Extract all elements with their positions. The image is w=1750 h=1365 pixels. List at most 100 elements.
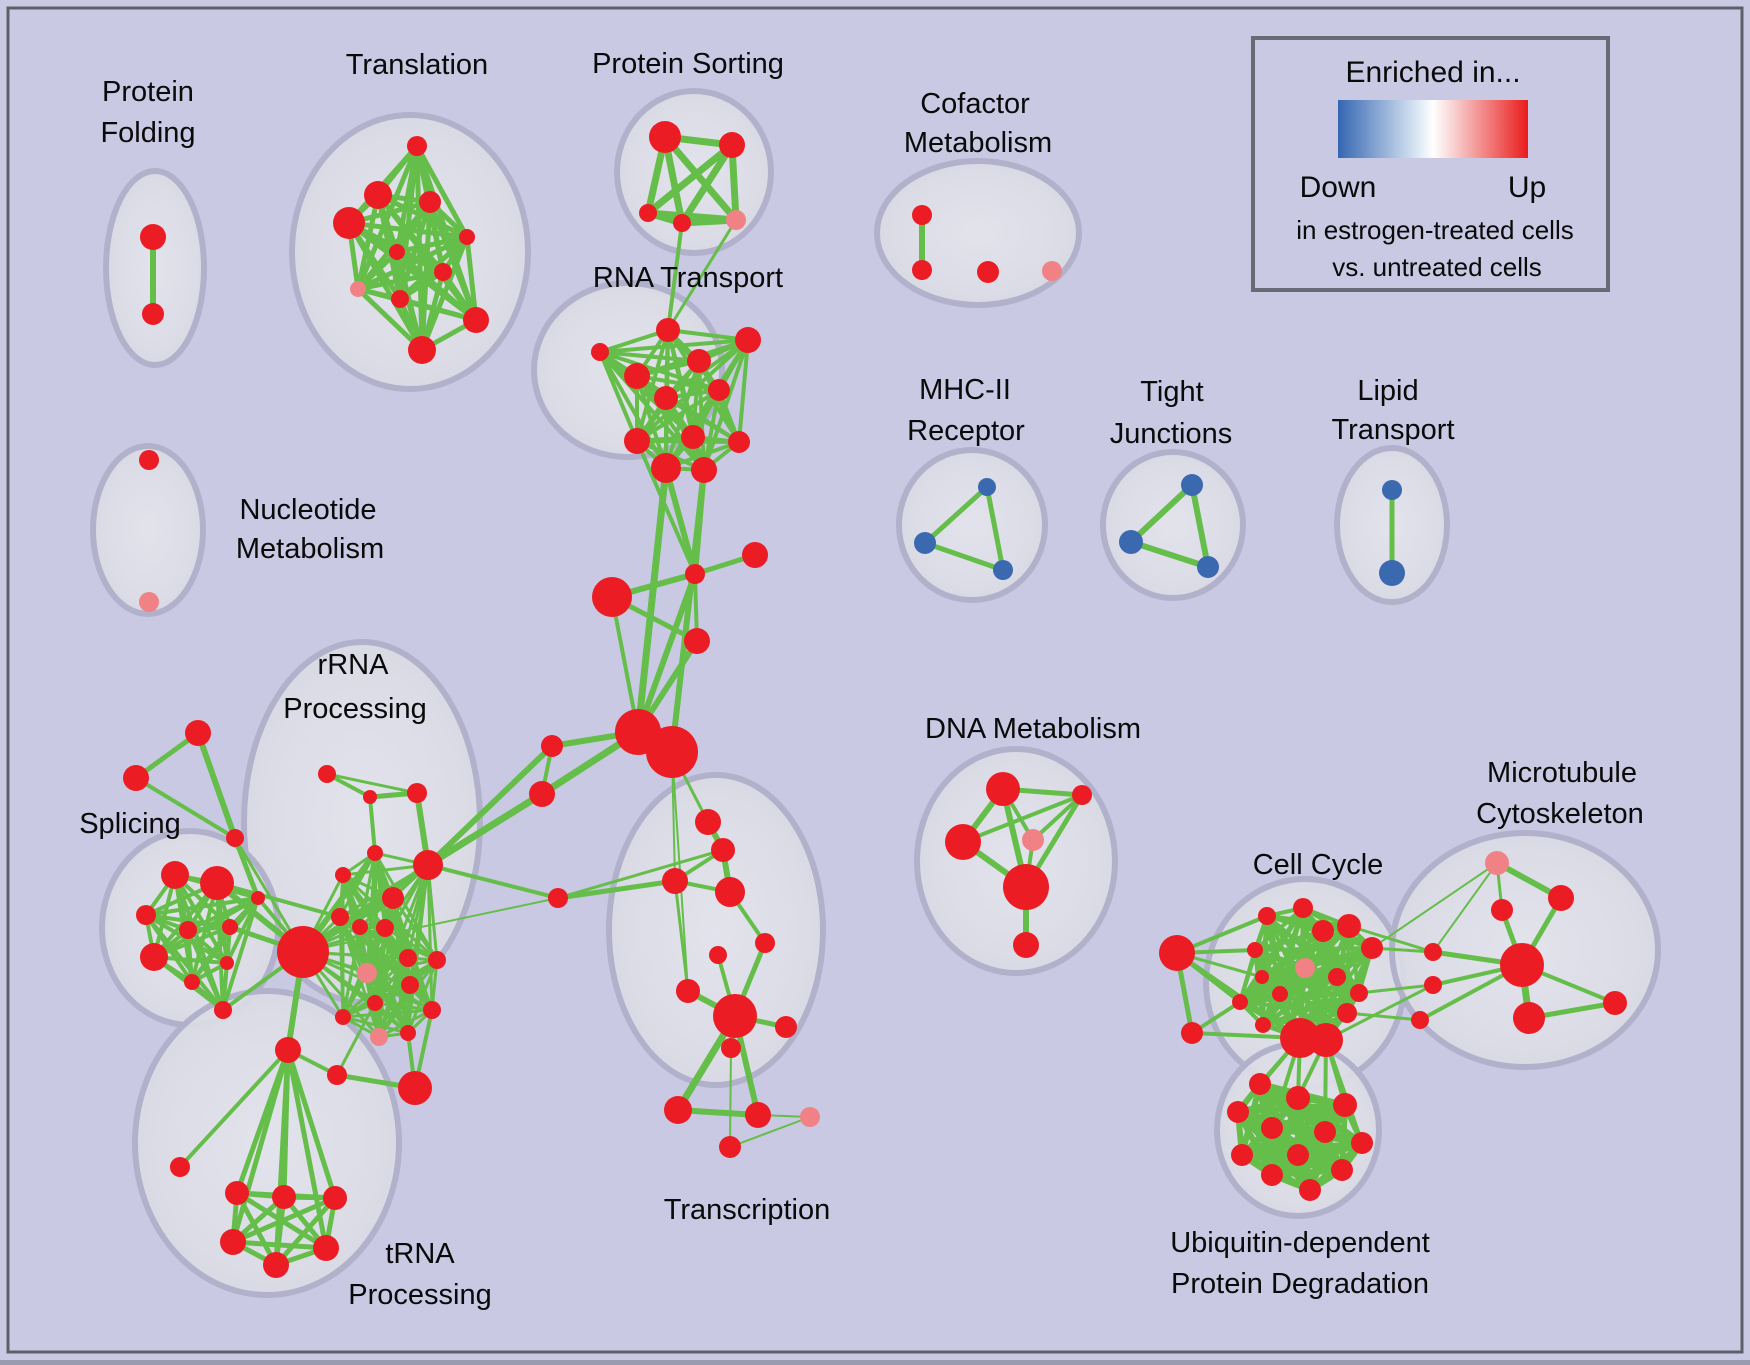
tight-junctions-gene-set-node <box>1197 556 1219 578</box>
translation-gene-set-node <box>391 290 409 308</box>
protein-folding-gene-set-node <box>142 303 164 325</box>
cell-cycle-gene-set-node <box>1255 970 1269 984</box>
legend-title: Enriched in... <box>1345 56 1520 89</box>
cofactor-metabolism-gene-set-node <box>1042 261 1062 281</box>
connector-gene-set-node <box>541 735 563 757</box>
cell-cycle-gene-set-node <box>1309 1023 1343 1057</box>
ubiquitin-degradation-gene-set-node <box>1351 1132 1373 1154</box>
tight-junctions-label: Junctions <box>1110 418 1233 450</box>
microtubule-cytoskeleton-gene-set-node <box>1548 885 1574 911</box>
enrichment-overlap-edge <box>346 220 425 353</box>
cell-cycle-gene-set-node <box>1258 907 1276 925</box>
connector-gene-set-node <box>398 1071 432 1105</box>
ubiquitin-degradation-gene-set-node <box>1231 1144 1253 1166</box>
cell-cycle-gene-set-node <box>1337 1003 1357 1023</box>
enrichment-overlap-edge <box>1269 1167 1345 1178</box>
enrichment-overlap-edge <box>373 1001 434 1012</box>
microtubule-cytoskeleton-gene-set-node <box>1491 899 1513 921</box>
enrichment-overlap-edge <box>666 328 750 342</box>
trna-processing-gene-set-node <box>275 1037 301 1063</box>
transcription-gene-set-node <box>711 838 735 862</box>
enrichment-overlap-edge <box>365 971 410 1035</box>
cell-cycle-gene-set-node <box>1350 984 1368 1002</box>
connector-gene-set-node <box>226 829 244 847</box>
legend-frame <box>1251 36 1610 292</box>
splicing-gene-set-node <box>214 1001 232 1019</box>
microtubule-cytoskeleton-gene-set-node <box>1411 1011 1429 1029</box>
transcription-label: Transcription <box>664 1194 831 1226</box>
translation-gene-set-node <box>408 336 436 364</box>
enrichment-overlap-edge <box>598 338 750 354</box>
enrichment-overlap-edge <box>598 350 706 472</box>
legend-up-label: Up <box>1508 171 1546 204</box>
enrichment-overlap-edge <box>397 296 479 323</box>
enrichment-overlap-edge <box>355 286 425 353</box>
mhc-ii-receptor-gene-set-node <box>978 478 996 496</box>
tight-junctions-label: Tight <box>1140 376 1203 408</box>
enrichment-overlap-edge <box>729 1047 732 1148</box>
rna-transport-gene-set-node <box>681 425 705 449</box>
cell-cycle-gene-set-node <box>1280 1018 1320 1058</box>
transcription-cluster-ellipse <box>606 772 826 1088</box>
dna-metabolism-gene-set-node <box>945 824 981 860</box>
enrichment-overlap-edge <box>1298 924 1351 1040</box>
rrna-processing-gene-set-node <box>399 949 417 967</box>
mhc-ii-receptor-gene-set-node <box>914 532 936 554</box>
cofactor-metabolism-gene-set-node <box>912 205 932 225</box>
splicing-gene-set-node <box>251 891 265 905</box>
transcription-gene-set-node <box>721 1038 741 1058</box>
figure-border <box>6 6 1744 1354</box>
cell-cycle-gene-set-node <box>1328 968 1346 986</box>
microtubule-cytoskeleton-label: Cytoskeleton <box>1476 798 1644 830</box>
enrichment-overlap-edge <box>1261 929 1325 1027</box>
splicing-gene-set-node <box>184 974 200 990</box>
enrichment-overlap-edge <box>678 141 736 227</box>
transcription-gene-set-node <box>662 868 688 894</box>
rrna-processing-label: rRNA <box>318 649 390 681</box>
protein-folding-label: Protein <box>102 76 194 108</box>
enrichment-overlap-edge <box>285 1047 338 1201</box>
enrichment-overlap-edge <box>273 1195 338 1268</box>
rrna-processing-gene-set-node <box>331 908 349 926</box>
protein-sorting-gene-set-node <box>719 132 745 158</box>
enrichment-overlap-edge <box>669 467 707 755</box>
rna-transport-gene-set-node <box>728 431 750 453</box>
transcription-gene-set-node <box>755 933 775 953</box>
enrichment-overlap-edge <box>335 1001 377 1077</box>
enrichment-overlap-edge <box>663 465 698 577</box>
rrna-processing-gene-set-node <box>382 887 404 909</box>
rrna-processing-gene-set-node <box>376 919 394 937</box>
enrichment-overlap-edge <box>1324 946 1374 1042</box>
enrichment-overlap-edge <box>635 338 750 443</box>
splicing-gene-set-node <box>140 943 168 971</box>
enrichment-overlap-edge <box>1347 924 1435 954</box>
enrichment-overlap-edge <box>414 143 470 240</box>
edges-layer <box>133 133 1618 1268</box>
trna-processing-gene-set-node <box>220 1229 246 1255</box>
enrichment-overlap-edge <box>426 863 560 900</box>
cell-cycle-gene-set-node <box>1247 942 1263 958</box>
enrichment-overlap-edge <box>598 350 695 439</box>
connector-gene-set-node <box>327 1065 347 1085</box>
splicing-gene-set-node <box>222 919 238 935</box>
enrichment-overlap-edge <box>341 956 410 1019</box>
transcription-gene-set-node <box>745 1102 771 1128</box>
enrichment-overlap-edge <box>425 743 555 868</box>
enrichment-overlap-edge <box>555 878 678 901</box>
enrichment-overlap-edge <box>922 540 1006 573</box>
enrichment-overlap-edge <box>598 350 701 363</box>
translation-gene-set-node <box>419 191 441 213</box>
enrichment-overlap-edge <box>1031 793 1084 842</box>
cell-cycle-gene-set-node <box>1293 898 1313 918</box>
protein-folding-label: Folding <box>100 117 195 149</box>
protein-sorting-label: Protein Sorting <box>592 48 784 80</box>
transcription-gene-set-node <box>695 809 721 835</box>
enrichment-overlap-edge <box>1260 975 1265 1027</box>
enrichment-overlap-edge <box>195 730 238 841</box>
connector-gene-set-node <box>685 564 705 584</box>
rrna-processing-gene-set-node <box>335 1009 351 1025</box>
nodes-layer <box>123 121 1627 1278</box>
enrichment-overlap-edge <box>1345 1011 1422 1022</box>
enrichment-overlap-edge <box>285 1047 329 1251</box>
tight-junctions-gene-set-node <box>1181 474 1203 496</box>
